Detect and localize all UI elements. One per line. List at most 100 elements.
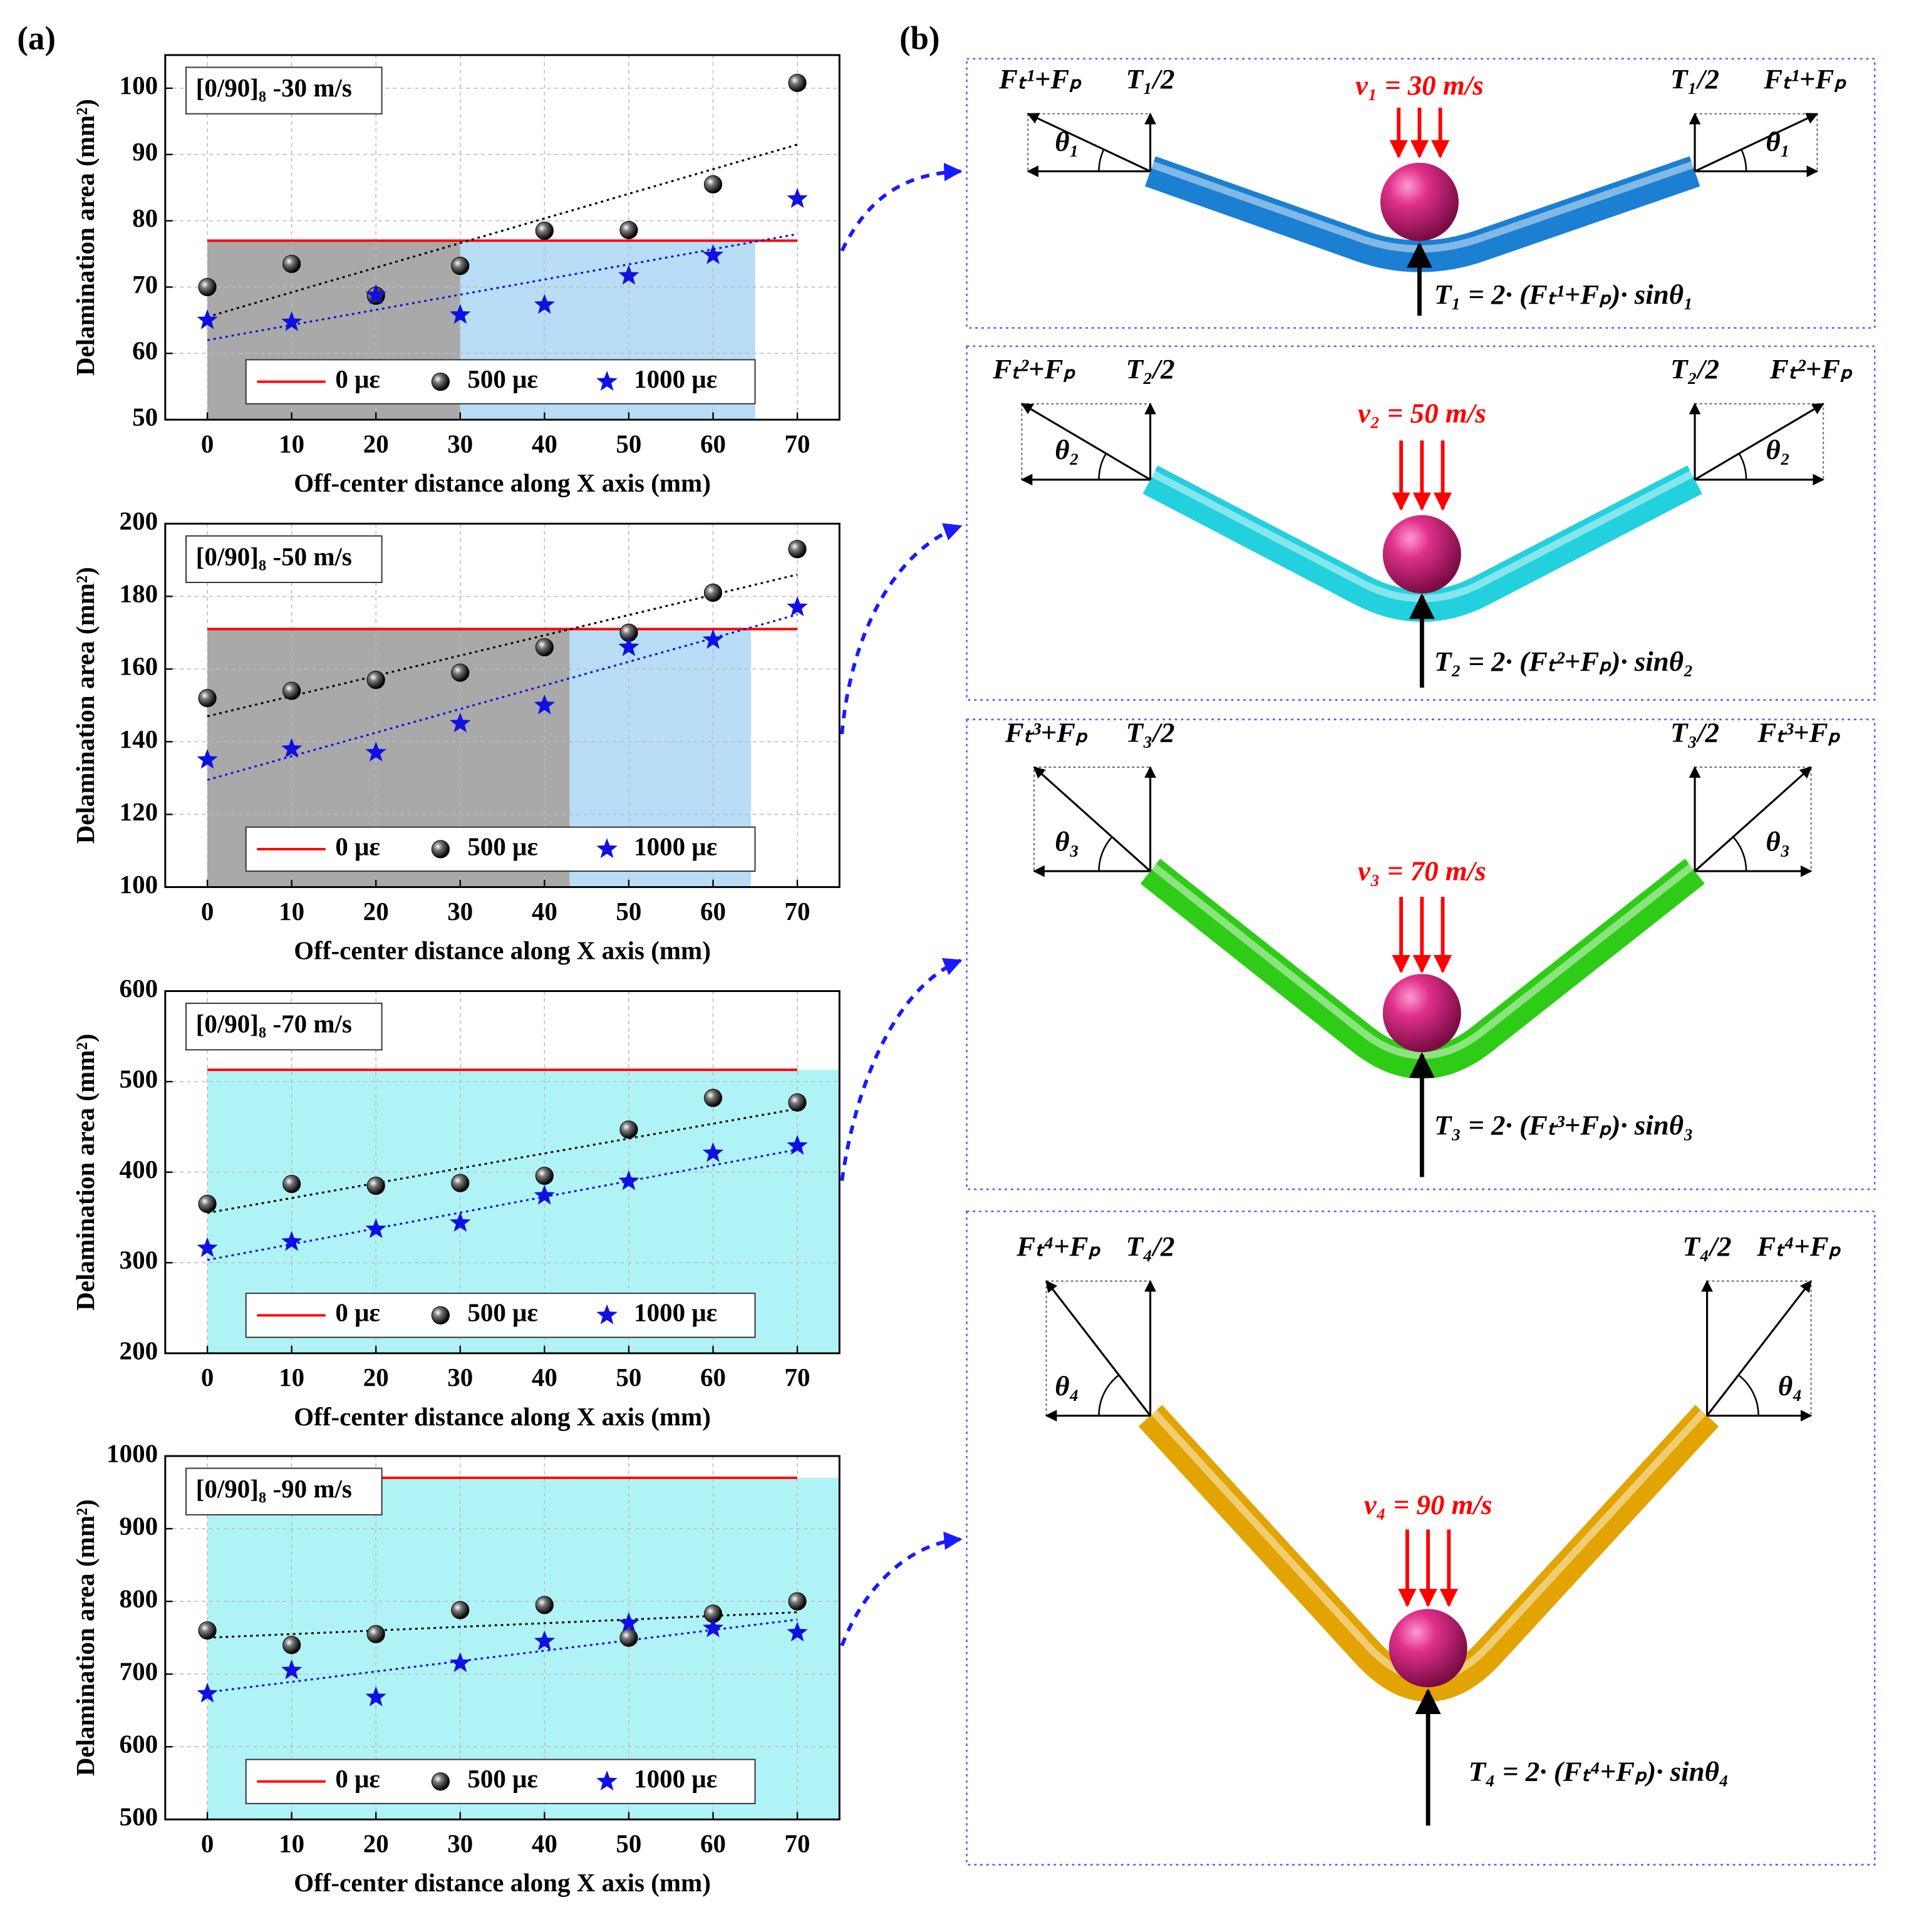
tension-label: T₂/2 [1126, 353, 1175, 385]
force-label: Fₜ³+Fₚ [1005, 717, 1088, 748]
x-tick-label: 30 [447, 430, 473, 458]
x-tick-label: 20 [363, 1829, 389, 1858]
legend-label: 500 με [467, 1764, 538, 1793]
angle-label: θ₄ [1778, 1370, 1803, 1402]
y-tick-label: 100 [120, 71, 158, 100]
y-axis-label: Delamination area (mm²) [71, 567, 100, 844]
fit-line [207, 233, 798, 341]
sphere-marker [788, 1592, 807, 1611]
chart: 0 10 20 30 40 50 60 70 500 600 700 800 900 1000 [0/90]… [71, 1439, 841, 1897]
x-tick-label: 20 [363, 430, 389, 458]
angle-arc [1738, 453, 1747, 480]
y-tick-label: 400 [120, 1155, 158, 1184]
title-box [185, 66, 383, 115]
legend-label: 500 με [467, 1298, 538, 1327]
star-marker [197, 1237, 218, 1258]
sphere-marker [535, 1596, 554, 1614]
legend-label: 1000 με [634, 1298, 717, 1327]
star-marker [534, 1184, 556, 1205]
force-label: Fₜ¹+Fₚ [1763, 63, 1846, 95]
fit-line [207, 143, 798, 318]
chart: 0 10 20 30 40 50 60 70 200 300 400 500 600 [0/90]₈ -7… [71, 974, 841, 1431]
y-tick-label: 1000 [106, 1439, 158, 1467]
x-tick-label: 20 [363, 1363, 389, 1392]
sphere-marker [366, 1176, 385, 1195]
x-tick-label: 60 [700, 897, 726, 926]
force-arrow [1020, 403, 1151, 481]
force-arrow [1706, 1280, 1812, 1417]
star-marker [365, 1218, 386, 1239]
star-marker [702, 244, 724, 264]
y-tick-label: 160 [120, 652, 158, 681]
y-tick-label: 700 [120, 1657, 158, 1686]
legend-swatch [431, 840, 450, 859]
force-arrow [1045, 1280, 1151, 1417]
y-axis-label: Delamination area (mm²) [71, 1499, 100, 1776]
fit-line [207, 1149, 798, 1261]
angle-arc [1098, 453, 1107, 480]
angle-label: θ₃ [1766, 825, 1790, 857]
x-tick-label: 40 [532, 430, 557, 458]
star-marker [787, 596, 808, 616]
diagram: v₁ = 30 m/s T₁ = 2· (Fₜ¹+Fₚ)· sinθ₁ θ₁ Fₜ¹+… [966, 58, 1876, 1866]
diagram-panel: v₄ = 90 m/s T₄ = 2· (Fₜ⁴+Fₚ)· sinθ₄ θ₄ Fₜ⁴+… [966, 1210, 1876, 1866]
x-tick-label: 10 [279, 430, 304, 458]
star-marker [281, 1231, 303, 1251]
x-tick-label: 0 [201, 1363, 214, 1392]
x-tick-label: 60 [700, 430, 726, 458]
x-axis-label: Off-center distance along X axis (mm) [294, 936, 711, 964]
force-arrow [1027, 113, 1151, 172]
sphere-marker [788, 73, 807, 92]
angle-arc [1098, 149, 1105, 172]
x-tick-label: 30 [447, 897, 473, 926]
legend-label: 1000 με [634, 1764, 717, 1793]
legend-box [245, 826, 756, 872]
star-marker [787, 1621, 808, 1642]
legend-box [245, 359, 756, 405]
legend-swatch [596, 1304, 618, 1325]
x-tick-label: 50 [616, 1363, 641, 1392]
title-box [185, 1003, 383, 1051]
x-tick-label: 20 [363, 897, 389, 926]
x-tick-label: 50 [616, 430, 641, 458]
x-tick-label: 0 [201, 1829, 214, 1858]
panel-frame [966, 1210, 1876, 1866]
sphere-marker [198, 277, 217, 296]
tension-label: T₁/2 [1126, 63, 1175, 95]
plot-frame [164, 990, 841, 1355]
star-marker [618, 636, 639, 656]
x-tick-label: 70 [785, 1363, 810, 1392]
x-axis-label: Off-center distance along X axis (mm) [294, 468, 711, 497]
force-arrow [1694, 403, 1824, 481]
plot-frame [164, 54, 841, 421]
tension-label: T₂/2 [1670, 353, 1719, 385]
force-box [1694, 403, 1824, 480]
y-tick-label: 60 [132, 336, 158, 365]
tension-label: T₄/2 [1126, 1231, 1175, 1262]
sphere-marker [619, 1628, 638, 1647]
plot-frame [164, 522, 841, 888]
x-tick-label: 40 [532, 897, 557, 926]
sphere-marker [282, 1636, 301, 1655]
force-label: Fₜ³+Fₚ [1757, 717, 1840, 748]
legend-label: 500 με [467, 364, 538, 393]
star-marker [534, 694, 556, 715]
star-marker [618, 264, 639, 285]
sphere-marker [451, 1601, 470, 1619]
y-tick-label: 500 [120, 1065, 158, 1093]
connector-arrows [840, 163, 963, 1646]
sphere-marker [451, 256, 470, 276]
y-tick-label: 500 [120, 1802, 158, 1831]
sphere-marker [535, 221, 554, 240]
angle-arc [1098, 836, 1113, 872]
sphere-marker [703, 1088, 723, 1107]
force-arrow [1694, 766, 1813, 872]
legend-label: 1000 με [634, 832, 717, 860]
fit-line [207, 1611, 798, 1639]
equation: T₂ = 2· (Fₜ²+Fₚ)· sinθ₂ [1434, 646, 1694, 677]
connector [840, 163, 963, 252]
star-marker [534, 1630, 556, 1651]
x-tick-label: 0 [201, 430, 214, 458]
connector [840, 1531, 963, 1646]
y-tick-label: 900 [120, 1511, 158, 1540]
